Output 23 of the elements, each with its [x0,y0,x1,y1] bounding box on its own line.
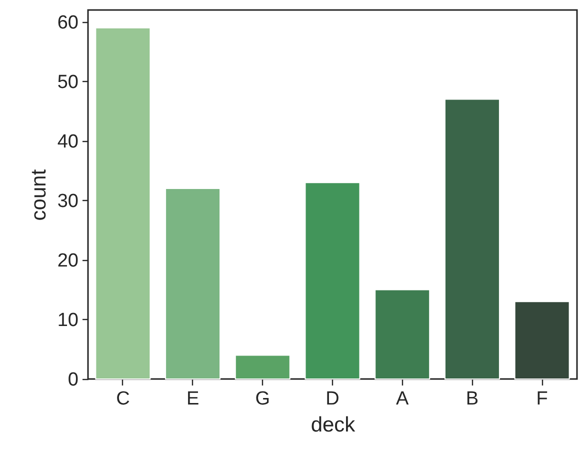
y-tick-label: 50 [57,72,78,93]
x-tick-label: D [326,388,340,410]
bar [514,301,570,380]
x-tick-label: A [396,388,410,410]
bar [374,289,430,380]
bar [95,27,151,380]
x-axis-title: deck [310,414,356,436]
bar [444,98,500,380]
y-tick-label: 20 [57,250,78,272]
x-tick-label: C [116,388,130,410]
bar [234,354,290,380]
x-tick-label: G [255,388,270,410]
y-tick-label: 30 [57,190,78,212]
y-axis-title: count [27,169,50,221]
y-tick-label: 40 [57,131,78,152]
x-tick-label: F [536,388,548,410]
y-tick-label: 0 [68,370,78,390]
x-tick-label: B [466,388,479,410]
y-tick-label: 60 [57,12,78,34]
x-tick-label: E [186,388,200,410]
y-tick-label: 10 [57,310,78,331]
bar [165,188,221,380]
bar [304,182,360,380]
